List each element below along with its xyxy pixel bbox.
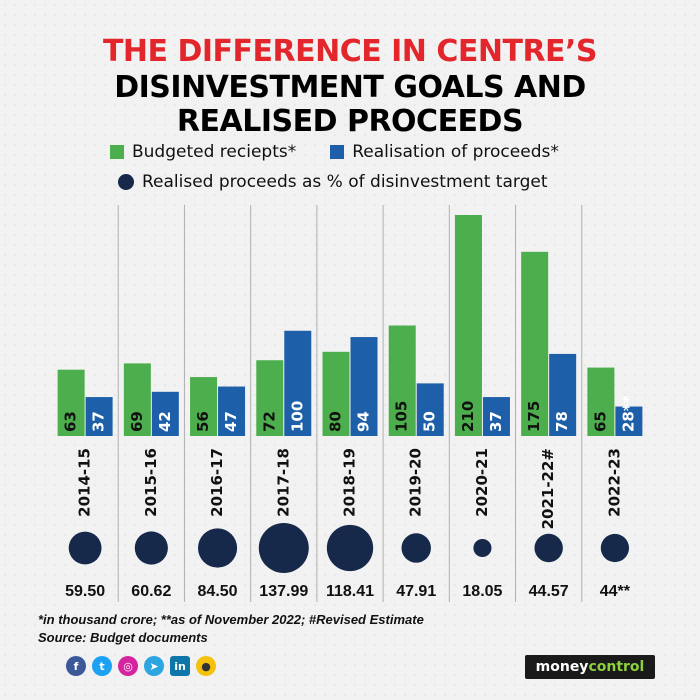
brand-accent: control	[588, 659, 645, 675]
brand-main: money	[535, 659, 589, 675]
legend-row-1: Budgeted reciepts* Realisation of procee…	[110, 142, 559, 162]
bar-budgeted-2020-21	[454, 215, 482, 436]
koo-icon[interactable]: ●	[196, 656, 216, 676]
x-tick-label-2015-16: 2015-16	[142, 448, 160, 517]
percent-dot-2016-17	[197, 528, 238, 568]
linkedin-icon[interactable]: in	[170, 656, 190, 676]
bar-realised-2021-22#	[549, 353, 577, 436]
legend-label-realised: Realisation of proceeds*	[352, 142, 559, 162]
legend-swatch-realised	[330, 145, 345, 159]
legend-dot-percent	[118, 174, 134, 190]
bar-realised-2016-17	[218, 386, 246, 436]
title-line-2: DISINVESTMENT GOALS AND	[114, 70, 586, 105]
bar-realised-2022-23	[615, 406, 643, 436]
x-tick-label-2022-23: 2022-23	[605, 448, 623, 517]
bar-budgeted-2022-23	[587, 367, 615, 436]
x-tick-label-2016-17: 2016-17	[208, 448, 226, 517]
percent-dot-2019-20	[401, 533, 431, 563]
legend-row-2: Realised proceeds as % of disinvestment …	[118, 172, 548, 192]
bar-budgeted-2018-19	[322, 351, 350, 436]
percent-dot-2015-16	[134, 531, 168, 565]
bar-label-realised-2020-21: 37	[487, 411, 505, 432]
bar-realised-2017-18	[284, 330, 312, 436]
bar-budgeted-2014-15	[57, 369, 85, 436]
x-tick-label-2014-15: 2014-15	[76, 448, 94, 517]
bar-label-budgeted-2017-18: 72	[260, 411, 278, 432]
percent-dot-2021-22#	[534, 533, 563, 563]
percent-label-2021-22#: 44.57	[529, 583, 569, 600]
percent-label-2015-16: 60.62	[131, 583, 171, 600]
bar-label-budgeted-2020-21: 210	[459, 401, 477, 432]
bar-budgeted-2017-18	[256, 360, 284, 436]
bar-realised-2018-19	[350, 337, 378, 436]
percent-label-2022-23: 44**	[600, 583, 631, 600]
percent-dot-2020-21	[473, 538, 492, 558]
bar-label-realised-2016-17: 47	[222, 411, 240, 432]
percent-dot-2017-18	[258, 523, 309, 573]
bar-label-budgeted-2016-17: 56	[194, 411, 212, 432]
bar-label-realised-2014-15: 37	[90, 411, 108, 432]
bar-label-realised-2021-22#: 78	[553, 411, 571, 432]
x-tick-label-2021-22#: 2021-22#	[539, 448, 557, 529]
bar-realised-2019-20	[416, 383, 444, 436]
title-line-3: REALISED PROCEEDS	[176, 104, 524, 139]
bar-budgeted-2016-17	[190, 377, 218, 436]
legend-swatch-budgeted	[110, 145, 124, 159]
bar-label-realised-2017-18: 100	[288, 401, 306, 432]
bar-realised-2015-16	[151, 391, 179, 436]
percent-label-2016-17: 84.50	[198, 583, 238, 600]
x-tick-label-2018-19: 2018-19	[341, 448, 359, 517]
bar-budgeted-2021-22#	[521, 251, 549, 436]
instagram-icon[interactable]: ◎	[118, 656, 138, 676]
bar-label-realised-2022-23: 28**	[619, 395, 637, 432]
facebook-icon[interactable]: f	[66, 656, 86, 676]
x-tick-label-2017-18: 2017-18	[274, 448, 292, 517]
bar-budgeted-2015-16	[123, 363, 151, 436]
bar-label-realised-2015-16: 42	[156, 411, 174, 432]
x-tick-label-2019-20: 2019-20	[407, 448, 425, 517]
bar-label-budgeted-2021-22#: 175	[525, 401, 543, 432]
percent-label-2018-19: 118.41	[326, 583, 374, 600]
legend-label-percent: Realised proceeds as % of disinvestment …	[142, 172, 548, 192]
percent-dot-2022-23	[600, 533, 630, 563]
percent-label-2017-18: 137.99	[259, 583, 308, 600]
telegram-icon[interactable]: ➤	[144, 656, 164, 676]
bar-label-budgeted-2014-15: 63	[62, 411, 80, 432]
bar-label-budgeted-2022-23: 65	[591, 411, 609, 432]
legend-label-budgeted: Budgeted reciepts*	[132, 142, 297, 162]
bar-label-budgeted-2015-16: 69	[128, 411, 146, 432]
brand-logo: money control	[525, 655, 655, 679]
percent-label-2014-15: 59.50	[65, 583, 105, 600]
bar-label-realised-2019-20: 50	[421, 411, 439, 432]
twitter-icon[interactable]: t	[92, 656, 112, 676]
title-line-1: THE DIFFERENCE IN CENTRE’S	[102, 34, 598, 69]
percent-label-2020-21: 18.05	[462, 583, 502, 600]
bar-label-realised-2018-19: 94	[355, 411, 373, 432]
footnote: *in thousand crore; **as of November 202…	[38, 612, 424, 627]
bar-budgeted-2019-20	[388, 325, 416, 436]
bar-realised-2014-15	[85, 397, 113, 436]
bar-realised-2020-21	[482, 397, 510, 436]
x-tick-label-2020-21: 2020-21	[473, 448, 491, 517]
bar-label-budgeted-2018-19: 80	[327, 411, 345, 432]
bar-label-budgeted-2019-20: 105	[393, 401, 411, 432]
percent-dot-2018-19	[326, 524, 374, 572]
percent-dot-2014-15	[68, 531, 102, 565]
percent-label-2019-20: 47.91	[396, 583, 436, 600]
source-note: Source: Budget documents	[38, 630, 208, 645]
